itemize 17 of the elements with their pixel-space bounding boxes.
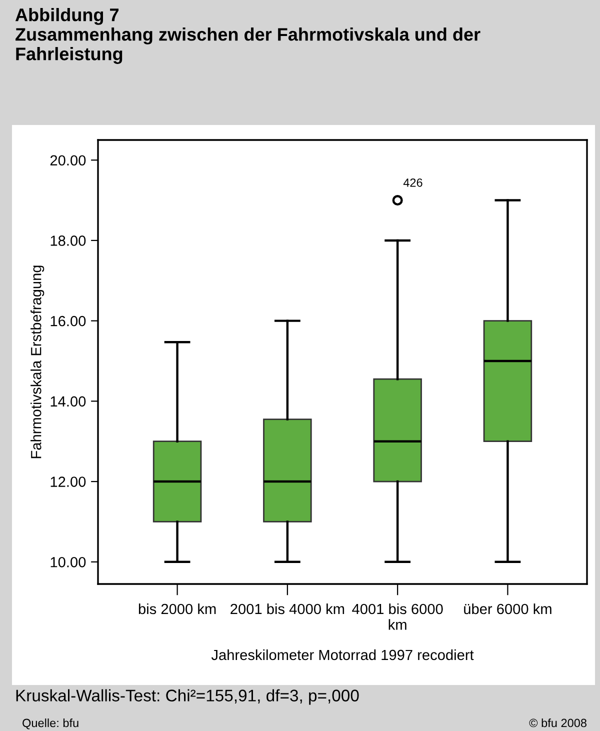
source-note: Quelle: bfu <box>22 718 78 730</box>
x-tick-label: 4001 bis 6000 km <box>352 603 443 630</box>
y-tick-label: 12.00 <box>50 476 86 487</box>
x-axis-title: Jahreskilometer Motorrad 1997 recodiert <box>211 649 474 660</box>
y-tick-label: 14.00 <box>50 396 86 407</box>
text: Kruskal-Wallis-Test: Chi²=155,91, df=3, p=,000 <box>16 689 359 705</box>
y-tick-label: 18.00 <box>50 236 86 246</box>
y-tick-label: 10.00 <box>50 557 86 568</box>
x-tick-label: über 6000 km <box>464 603 552 614</box>
text: © bfu 2008 <box>529 718 586 728</box>
y-tick-label: 20.00 <box>50 155 86 166</box>
x-tick-label: 2001 bis 4000 km <box>230 603 344 614</box>
annotation: 426 <box>403 178 422 187</box>
chart-title: Abbildung 7 Zusammenhang zwischen der Fahrmotivskala und der Fahrleistung <box>15 8 480 64</box>
y-axis-title: Fahrmotivskala Erstbefragung <box>30 266 44 458</box>
x-tick-label: bis 2000 km <box>138 603 216 614</box>
y-tick-label: 16.00 <box>50 316 86 326</box>
